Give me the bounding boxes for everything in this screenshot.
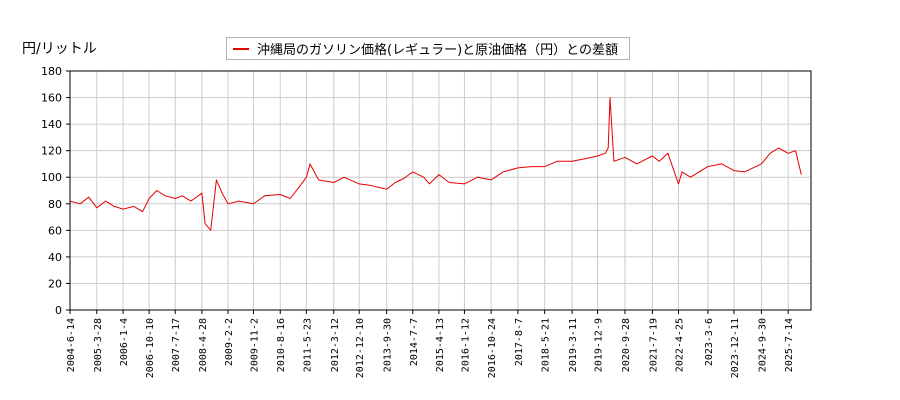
x-tick-label: 2024-9-30 [757, 318, 768, 372]
x-tick-label: 2012-3-12 [330, 318, 341, 372]
y-tick-label: 0 [55, 304, 62, 317]
x-axis: 2004-6-14 2005-3-28 2006-1-4 2006-10-10 2007… [66, 310, 795, 378]
x-tick-label: 2017-8-7 [514, 318, 525, 366]
x-tick-label: 2005-3-28 [93, 318, 104, 372]
series-group [69, 97, 802, 231]
x-tick-label: 2019-3-11 [568, 318, 579, 372]
x-tick-label: 2009-11-2 [249, 318, 260, 372]
x-tick-label: 2021-7-19 [648, 318, 659, 372]
grid [69, 70, 811, 311]
x-tick-label: 2023-12-11 [730, 318, 741, 378]
x-tick-label: 2020-9-28 [621, 318, 632, 372]
x-tick-label: 2016-1-12 [460, 318, 471, 372]
x-tick-label: 2018-5-21 [541, 318, 552, 372]
x-tick-label: 2004-6-14 [66, 318, 77, 372]
x-tick-label: 2010-8-16 [276, 318, 287, 372]
y-tick-label: 140 [41, 118, 62, 131]
x-tick-label: 2022-4-25 [675, 318, 686, 372]
x-tick-label: 2015-4-13 [435, 318, 446, 372]
x-tick-label: 2012-12-10 [355, 318, 366, 378]
y-tick-label: 100 [41, 171, 62, 184]
x-tick-label: 2014-7-7 [409, 318, 420, 366]
x-tick-label: 2006-1-4 [119, 318, 130, 366]
x-tick-label: 2011-5-23 [302, 318, 313, 372]
y-tick-label: 20 [48, 277, 62, 290]
x-tick-label: 2016-10-24 [487, 318, 498, 378]
x-tick-label: 2006-10-10 [145, 318, 156, 378]
y-axis: 0 20 40 60 80 100 120 140 160 180 [41, 65, 70, 317]
y-tick-label: 120 [41, 145, 62, 158]
x-tick-label: 2025-7-14 [784, 318, 795, 372]
y-tick-label: 180 [41, 65, 62, 78]
legend: 沖縄局のガソリン価格(レギュラー)と原油価格（円）との差額 [226, 37, 630, 60]
x-tick-label: 2023-3-6 [704, 318, 715, 366]
legend-label: 沖縄局のガソリン価格(レギュラー)と原油価格（円）との差額 [257, 43, 619, 58]
x-tick-label: 2013-9-30 [383, 318, 394, 372]
series-line [69, 97, 802, 231]
y-tick-label: 160 [41, 92, 62, 105]
x-tick-label: 2008-4-28 [198, 318, 209, 372]
legend-swatch [233, 47, 249, 50]
x-tick-label: 2007-7-17 [171, 318, 182, 372]
x-tick-label: 2009-2-2 [224, 318, 235, 366]
plot-frame [69, 70, 812, 311]
y-tick-label: 40 [48, 251, 62, 264]
y-tick-label: 60 [48, 224, 62, 237]
x-tick-label: 2019-12-9 [594, 318, 605, 372]
y-tick-label: 80 [48, 198, 62, 211]
y-axis-unit-label: 円/リットル [22, 41, 97, 57]
